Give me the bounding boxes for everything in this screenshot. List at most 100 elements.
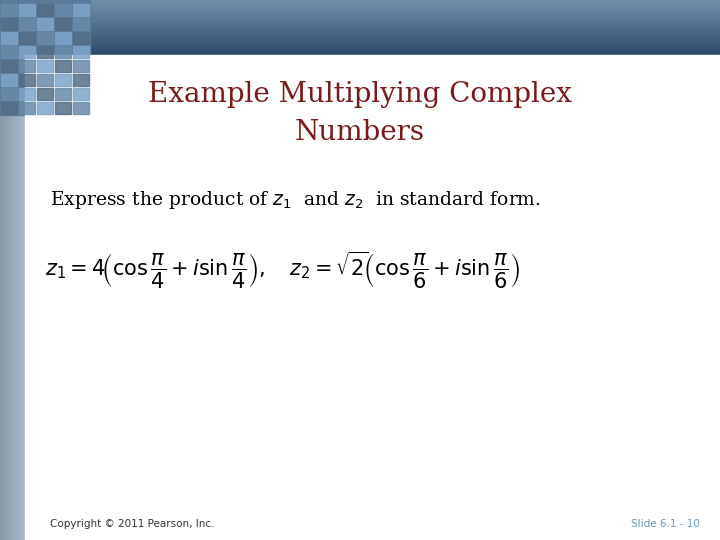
Bar <box>19 55 20 540</box>
Bar <box>73 60 89 72</box>
Bar <box>19 102 35 114</box>
Bar <box>1 88 17 100</box>
Bar <box>19 4 35 16</box>
Bar <box>0 0 90 115</box>
Bar <box>0 43 720 44</box>
Bar <box>1 60 17 72</box>
Bar <box>0 45 720 46</box>
Bar <box>0 51 720 52</box>
Bar <box>37 102 53 114</box>
Bar <box>19 32 35 44</box>
Bar <box>0 0 90 115</box>
Bar <box>8 55 9 540</box>
Bar <box>1 55 2 540</box>
Bar <box>0 0 90 115</box>
Bar <box>21 55 22 540</box>
Bar <box>0 25 720 26</box>
Bar <box>0 0 90 115</box>
Bar <box>0 41 720 42</box>
Bar <box>0 0 90 115</box>
Bar <box>0 0 720 1</box>
Bar <box>0 0 90 115</box>
Bar <box>0 0 90 115</box>
Bar <box>0 0 90 115</box>
Bar <box>19 88 35 100</box>
Bar <box>13 55 14 540</box>
Bar <box>37 4 53 16</box>
Bar <box>10 55 11 540</box>
Bar <box>0 7 720 8</box>
Bar <box>0 17 720 18</box>
Bar <box>0 42 720 43</box>
Bar <box>0 52 720 53</box>
Bar <box>15 55 16 540</box>
Bar <box>19 46 35 58</box>
Bar <box>0 15 720 16</box>
Bar <box>17 55 18 540</box>
Bar <box>0 20 720 21</box>
Bar <box>55 46 71 58</box>
Bar <box>9 55 10 540</box>
Bar <box>0 2 720 3</box>
Bar <box>5 55 6 540</box>
Text: Numbers: Numbers <box>295 119 425 146</box>
Bar <box>0 0 90 115</box>
Bar <box>55 74 71 86</box>
Bar <box>0 0 90 115</box>
Bar <box>37 74 53 86</box>
Bar <box>0 0 90 115</box>
Bar <box>0 46 720 47</box>
Bar <box>0 0 90 115</box>
Bar <box>16 55 17 540</box>
Bar <box>19 60 35 72</box>
Bar <box>14 55 15 540</box>
Bar <box>0 44 720 45</box>
Bar <box>0 23 720 24</box>
Bar <box>18 55 19 540</box>
Bar <box>0 24 720 25</box>
Bar <box>0 13 720 14</box>
Bar <box>0 0 90 115</box>
Bar <box>19 18 35 30</box>
Bar <box>37 18 53 30</box>
Bar <box>1 102 17 114</box>
Bar <box>1 32 17 44</box>
Bar <box>1 74 17 86</box>
Bar <box>0 28 720 29</box>
Bar <box>0 36 720 37</box>
Bar <box>37 32 53 44</box>
Bar <box>0 55 1 540</box>
Bar <box>73 74 89 86</box>
Bar <box>22 55 23 540</box>
Bar <box>0 5 720 6</box>
Bar <box>0 14 720 15</box>
Bar <box>20 55 21 540</box>
Bar <box>3 55 4 540</box>
Bar <box>0 8 720 9</box>
Bar <box>0 37 720 38</box>
Bar <box>0 0 90 115</box>
Bar <box>0 19 720 20</box>
Text: Express the product of $z_1$  and $z_2$  in standard form.: Express the product of $z_1$ and $z_2$ i… <box>50 189 541 211</box>
Bar <box>0 35 720 36</box>
Bar <box>0 9 720 10</box>
Bar <box>0 11 720 12</box>
Bar <box>0 31 720 32</box>
Bar <box>0 10 720 11</box>
Bar <box>0 33 720 34</box>
Bar <box>4 55 5 540</box>
Bar <box>0 29 720 30</box>
Bar <box>0 0 90 115</box>
Text: Example Multiplying Complex: Example Multiplying Complex <box>148 82 572 109</box>
Bar <box>19 74 35 86</box>
Bar <box>55 60 71 72</box>
Bar <box>0 0 90 115</box>
Bar <box>73 46 89 58</box>
Bar <box>0 12 720 13</box>
Bar <box>0 47 720 48</box>
Bar <box>0 38 720 39</box>
Bar <box>37 46 53 58</box>
Bar <box>1 4 17 16</box>
Bar <box>0 0 90 115</box>
Bar <box>24 55 25 540</box>
